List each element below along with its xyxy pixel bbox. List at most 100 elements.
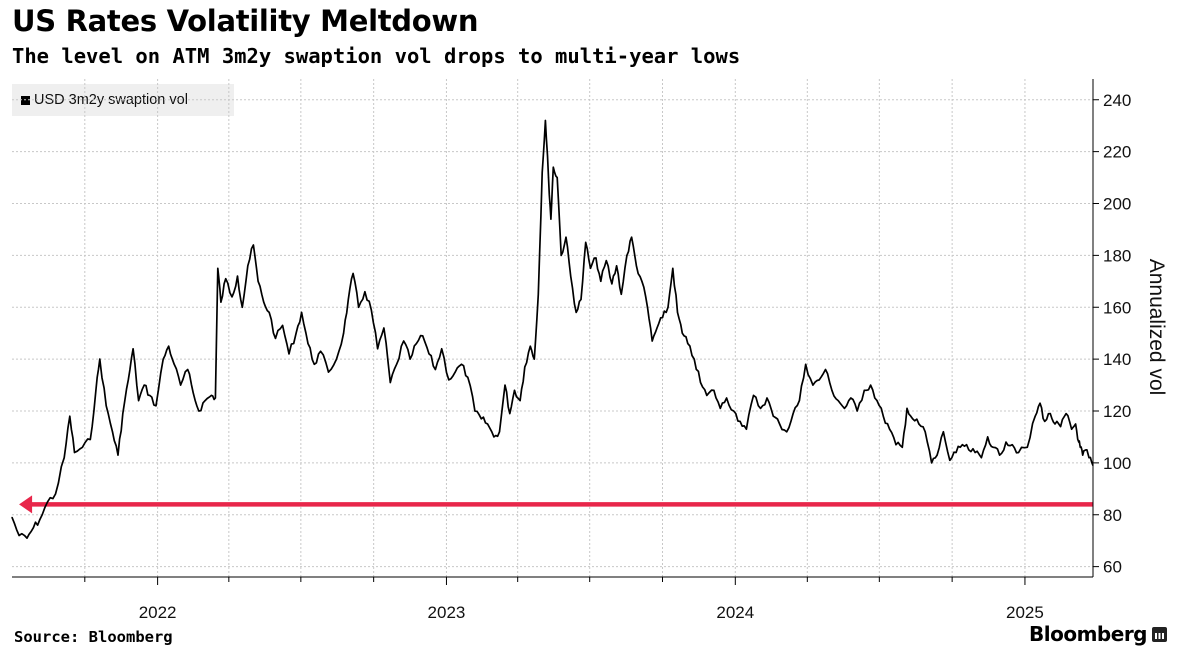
data-point: [805, 363, 807, 365]
data-point: [616, 265, 618, 267]
data-point: [274, 337, 277, 339]
data-point: [626, 254, 628, 256]
data-point: [620, 293, 622, 295]
data-point: [889, 428, 891, 430]
data-point: [295, 332, 297, 334]
data-point: [786, 431, 788, 433]
data-point: [301, 311, 303, 313]
data-point: [132, 348, 134, 350]
data-point: [831, 389, 833, 391]
data-point: [117, 454, 119, 456]
data-point: [1026, 446, 1028, 448]
data-point: [149, 394, 151, 396]
data-point: [498, 431, 501, 433]
data-point: [818, 379, 820, 381]
data-point: [560, 254, 562, 256]
data-point: [81, 446, 83, 448]
data-point: [231, 296, 233, 298]
data-point: [396, 363, 398, 365]
data-point: [992, 446, 994, 448]
data-point: [217, 267, 219, 269]
data-point: [924, 431, 926, 433]
data-point: [32, 527, 35, 529]
data-point: [1078, 441, 1080, 443]
data-point: [247, 265, 249, 267]
data-point: [955, 451, 957, 454]
data-point: [225, 278, 227, 280]
data-point: [798, 400, 801, 402]
data-point: [95, 389, 97, 391]
data-point: [949, 459, 951, 461]
y-tick-label: 160: [1103, 298, 1131, 317]
data-point: [307, 343, 309, 345]
data-point: [912, 418, 914, 420]
source-note: Source: Bloomberg: [14, 628, 173, 646]
y-tick-label: 80: [1103, 506, 1122, 525]
data-point: [589, 267, 592, 269]
data-point: [719, 407, 721, 409]
data-point: [766, 397, 768, 399]
data-point: [556, 177, 558, 179]
data-point: [1018, 451, 1020, 454]
data-point: [370, 309, 372, 311]
data-point: [726, 397, 728, 399]
data-point: [513, 389, 516, 391]
data-point: [343, 332, 345, 334]
data-point: [792, 413, 794, 415]
data-point: [1005, 441, 1007, 443]
data-point: [155, 405, 157, 407]
data-point: [509, 413, 511, 415]
brand-logo: Bloomberg: [1029, 622, 1167, 646]
data-point: [713, 389, 715, 391]
data-point: [263, 301, 265, 303]
data-point: [26, 537, 28, 539]
reference-arrow-icon: [19, 495, 33, 514]
data-point: [646, 306, 649, 308]
data-point: [760, 407, 762, 409]
data-point: [241, 306, 243, 308]
data-point: [352, 272, 354, 275]
data-point: [1075, 423, 1077, 425]
data-point: [1065, 413, 1067, 415]
data-point: [480, 418, 482, 420]
data-point: [327, 371, 330, 373]
grid-layer: [12, 79, 1093, 577]
data-point: [870, 384, 872, 386]
data-point: [752, 394, 755, 396]
data-point: [1082, 454, 1084, 456]
data-point: [268, 311, 270, 313]
data-point: [288, 353, 290, 355]
data-point: [214, 397, 216, 399]
data-point: [89, 438, 91, 441]
data-point: [434, 368, 436, 371]
y-tick-label: 100: [1103, 454, 1131, 473]
data-point: [428, 353, 430, 355]
data-point: [942, 431, 945, 433]
data-point: [745, 428, 748, 430]
data-point: [18, 534, 20, 537]
data-point: [541, 171, 543, 173]
data-point: [1060, 426, 1062, 428]
data-point: [524, 366, 526, 368]
data-point: [11, 516, 13, 518]
data-point: [282, 324, 284, 326]
data-point: [454, 371, 456, 373]
data-point: [687, 343, 689, 345]
data-point: [565, 236, 567, 238]
y-tick-label: 240: [1103, 91, 1131, 110]
legend-label: USD 3m2y swaption vol: [34, 92, 188, 108]
data-point: [377, 348, 379, 350]
data-point: [257, 280, 259, 282]
bar-chart-icon: [1152, 626, 1167, 642]
data-point: [1085, 449, 1087, 451]
data-point: [533, 358, 535, 360]
data-point: [448, 379, 450, 381]
y-tick-label: 120: [1103, 402, 1131, 421]
data-point: [335, 358, 338, 360]
data-point: [122, 413, 124, 415]
data-point: [111, 431, 114, 433]
data-point: [162, 358, 164, 360]
data-point: [47, 501, 49, 503]
data-point: [1039, 402, 1041, 404]
